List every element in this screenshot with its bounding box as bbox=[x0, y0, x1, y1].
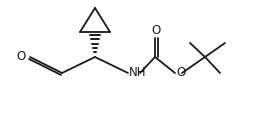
Text: O: O bbox=[16, 49, 26, 63]
Text: O: O bbox=[151, 25, 161, 38]
Text: NH: NH bbox=[129, 65, 147, 78]
Text: O: O bbox=[176, 65, 185, 78]
